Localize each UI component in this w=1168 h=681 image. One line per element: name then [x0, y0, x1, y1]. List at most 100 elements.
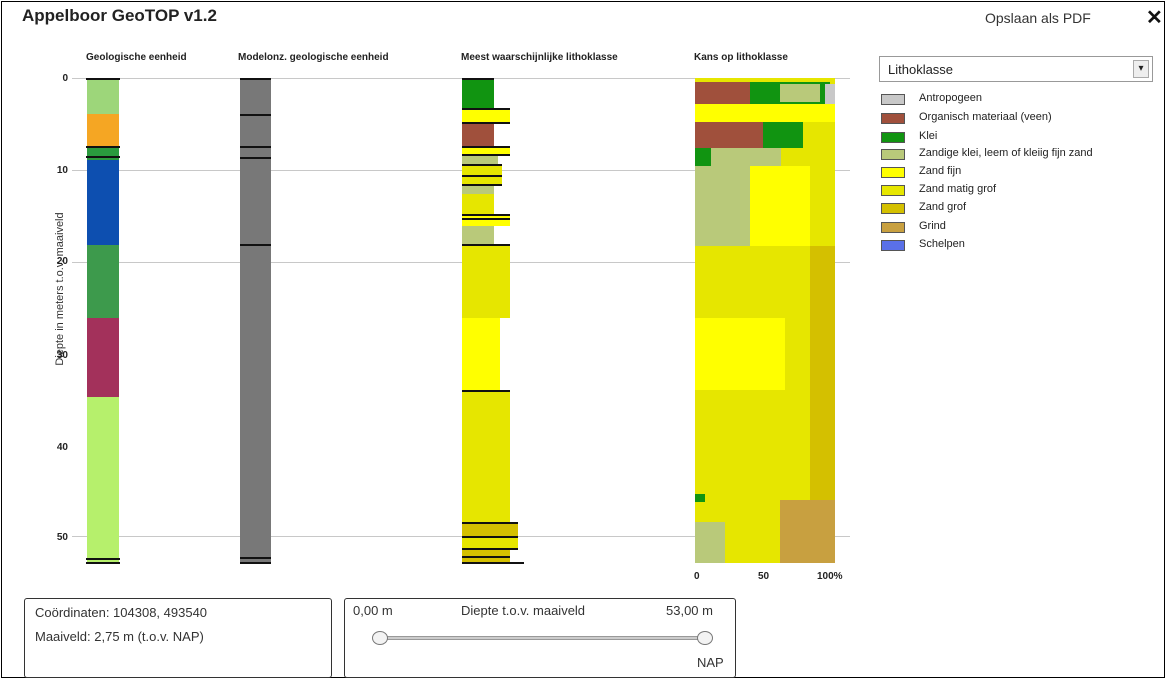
layer-boundary — [462, 244, 510, 246]
litho-layer[interactable] — [462, 318, 500, 390]
y-tick-10: 10 — [56, 165, 68, 176]
legend-swatch — [881, 132, 905, 143]
layer-boundary — [462, 536, 518, 538]
litho-layer[interactable] — [462, 390, 510, 522]
surface-level-text: Maaiveld: 2,75 m (t.o.v. NAP) — [35, 629, 204, 644]
chance-band[interactable] — [695, 318, 785, 390]
layer-boundary — [86, 78, 120, 80]
layer-boundary — [240, 562, 271, 564]
chance-band[interactable] — [711, 148, 781, 166]
litho-layer[interactable] — [462, 164, 502, 184]
litho-layer[interactable] — [462, 108, 510, 122]
geologic-layer[interactable] — [87, 160, 119, 245]
legend-label: Zandige klei, leem of kleiig fijn zand — [919, 147, 1093, 159]
legend-swatch — [881, 94, 905, 105]
x-tick-0: 0 — [694, 571, 700, 582]
layer-boundary — [240, 557, 271, 559]
litho-layer[interactable] — [462, 226, 494, 244]
layer-boundary — [462, 164, 502, 166]
legend-swatch — [881, 149, 905, 160]
y-tick-0: 0 — [62, 73, 68, 84]
x-tick-100: 100% — [817, 571, 843, 582]
litho-layer[interactable] — [462, 548, 510, 563]
litho-layer[interactable] — [462, 244, 510, 318]
litho-layer[interactable] — [462, 536, 518, 548]
save-pdf-link[interactable]: Opslaan als PDF — [985, 10, 1091, 26]
litho-layer[interactable] — [462, 122, 494, 146]
layer-boundary — [462, 108, 510, 110]
litho-layer[interactable] — [462, 194, 494, 214]
legend-label: Zand matig grof — [919, 183, 997, 195]
layer-boundary — [86, 156, 120, 158]
column-header-model: Modelonz. geologische eenheid — [238, 52, 389, 63]
layer-boundary — [462, 556, 510, 558]
chance-band[interactable] — [695, 122, 763, 148]
layer-boundary — [462, 175, 502, 177]
litho-layer[interactable] — [462, 214, 510, 226]
geologic-layer[interactable] — [87, 245, 119, 318]
layer-boundary — [86, 146, 120, 148]
chance-band[interactable] — [695, 166, 750, 246]
column-header-geologic: Geologische eenheid — [86, 52, 187, 63]
litho-layer[interactable] — [462, 146, 510, 154]
slider-min-label: 0,00 m — [353, 603, 393, 618]
chance-band[interactable] — [695, 494, 705, 502]
layer-boundary — [86, 562, 120, 564]
depth-slider-track[interactable] — [378, 636, 704, 640]
lithoclass-select-value: Lithoklasse — [888, 62, 954, 77]
litho-layer[interactable] — [462, 154, 498, 164]
depth-slider-max-handle[interactable] — [697, 631, 713, 645]
nap-label[interactable]: NAP — [697, 655, 724, 670]
layer-boundary — [240, 244, 271, 246]
legend-swatch — [881, 167, 905, 178]
layer-boundary — [462, 184, 502, 186]
geologic-layer[interactable] — [87, 397, 119, 563]
chance-band[interactable] — [825, 84, 835, 104]
legend-swatch — [881, 240, 905, 251]
layer-boundary — [462, 122, 510, 124]
page-title: Appelboor GeoTOP v1.2 — [22, 6, 217, 25]
geologic-layer[interactable] — [87, 318, 119, 397]
slider-max-label: 53,00 m — [666, 603, 713, 618]
chance-band[interactable] — [750, 166, 810, 246]
legend-label: Schelpen — [919, 238, 965, 250]
litho-layer[interactable] — [462, 522, 518, 536]
layer-boundary — [240, 157, 271, 159]
chevron-down-icon[interactable]: ▾ — [1133, 60, 1149, 78]
y-tick-30: 30 — [56, 350, 68, 361]
chance-band[interactable] — [695, 82, 750, 104]
close-icon[interactable]: ✕ — [1146, 7, 1163, 29]
coordinates-text: Coördinaten: 104308, 493540 — [35, 605, 208, 620]
geologic-layer[interactable] — [87, 114, 119, 146]
chance-band[interactable] — [695, 522, 725, 563]
lithoclass-select[interactable]: Lithoklasse ▾ — [879, 56, 1153, 82]
location-info-panel: Coördinaten: 104308, 493540 Maaiveld: 2,… — [24, 598, 332, 678]
y-tick-20: 20 — [56, 256, 68, 267]
chance-band[interactable] — [763, 122, 803, 148]
legend-swatch — [881, 222, 905, 233]
litho-layer[interactable] — [462, 184, 494, 194]
chance-band[interactable] — [695, 148, 711, 166]
column-header-chance: Kans op lithoklasse — [694, 52, 788, 63]
geologic-layer[interactable] — [87, 78, 119, 114]
layer-boundary — [462, 390, 510, 392]
model-layer[interactable] — [240, 78, 271, 563]
legend-swatch — [881, 113, 905, 124]
depth-slider-min-handle[interactable] — [372, 631, 388, 645]
legend-label: Zand fijn — [919, 165, 962, 177]
legend-label: Organisch materiaal (veen) — [919, 111, 1052, 123]
layer-boundary — [462, 548, 518, 550]
legend-label: Grind — [919, 220, 946, 232]
litho-layer[interactable] — [462, 78, 494, 108]
layer-boundary — [462, 214, 510, 216]
x-tick-50: 50 — [758, 571, 770, 582]
y-tick-40: 40 — [56, 442, 68, 453]
legend-label: Antropogeen — [919, 92, 982, 104]
layer-boundary — [462, 78, 494, 80]
layer-boundary — [462, 522, 518, 524]
chance-band[interactable] — [695, 104, 835, 122]
layer-boundary — [240, 114, 271, 116]
chance-band[interactable] — [780, 84, 820, 102]
chance-band[interactable] — [780, 500, 835, 563]
